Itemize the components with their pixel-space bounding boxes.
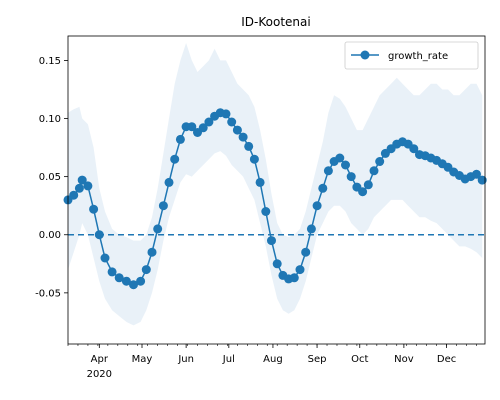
y-tick-label: 0.05: [39, 172, 61, 183]
data-point: [323, 166, 333, 176]
data-point: [318, 183, 328, 193]
data-point: [187, 122, 197, 132]
y-tick-label: -0.05: [35, 288, 61, 299]
x-tick-label: Jul: [222, 354, 235, 365]
legend-marker-swatch: [360, 50, 370, 60]
data-point: [261, 207, 271, 216]
data-point: [77, 175, 87, 185]
data-point: [164, 177, 174, 187]
data-point: [306, 224, 316, 234]
data-point: [94, 230, 104, 240]
data-point: [74, 183, 84, 193]
x-tick-label: Oct: [351, 354, 368, 365]
x-tick-label: Sep: [308, 354, 327, 365]
x-axis: Apr May Jun Jul Aug Sep Oct Nov Dec 2020: [67, 344, 477, 380]
data-point: [121, 276, 131, 286]
data-point: [289, 273, 299, 283]
growth-rate-markers: [63, 108, 487, 290]
data-point: [175, 134, 185, 144]
x-year-label: 2020: [87, 369, 112, 380]
data-point: [69, 190, 79, 200]
data-point: [141, 265, 151, 275]
data-point: [301, 247, 311, 257]
axes-frame: [67, 35, 486, 345]
legend: growth_rate: [344, 41, 479, 70]
data-point: [295, 265, 305, 275]
data-point: [129, 280, 138, 290]
data-point: [204, 117, 214, 127]
data-point: [244, 141, 254, 151]
x-tick-label: May: [132, 354, 153, 365]
data-point: [272, 259, 282, 269]
data-point: [114, 273, 124, 283]
data-point: [107, 267, 117, 277]
y-axis: -0.05 0.00 0.05 0.10 0.15: [35, 56, 68, 299]
x-tick-label: Nov: [394, 354, 414, 365]
y-tick-label: 0.00: [39, 230, 61, 241]
data-point: [477, 175, 487, 185]
data-point: [472, 169, 481, 179]
plot-area: [63, 43, 487, 326]
data-point: [100, 253, 110, 263]
data-point: [147, 247, 157, 257]
data-point: [255, 177, 265, 187]
data-point: [170, 154, 180, 164]
data-point: [221, 109, 231, 119]
y-tick-label: 0.15: [39, 56, 61, 67]
legend-label-growth-rate: growth_rate: [388, 51, 448, 62]
chart-title: ID-Kootenai: [241, 15, 310, 29]
data-point: [335, 153, 345, 163]
data-point: [267, 236, 276, 246]
data-point: [153, 224, 163, 234]
legend-box: [344, 41, 479, 70]
data-point: [89, 204, 99, 214]
data-point: [158, 201, 168, 211]
data-point: [369, 166, 379, 176]
data-point: [83, 181, 93, 191]
x-tick-label: Dec: [437, 354, 456, 365]
x-tick-label: Apr: [91, 354, 109, 365]
data-point: [198, 123, 208, 133]
x-tick-label: Aug: [263, 354, 283, 365]
y-tick-label: 0.10: [39, 114, 61, 125]
data-point: [341, 160, 350, 170]
data-point: [238, 132, 248, 142]
x-tick-label: Jun: [177, 354, 194, 365]
confidence-band: [68, 43, 483, 326]
data-point: [227, 117, 237, 127]
data-point: [358, 187, 368, 197]
data-point: [136, 276, 146, 286]
data-point: [363, 180, 373, 190]
data-point: [375, 157, 385, 166]
data-point: [409, 144, 419, 154]
data-point: [312, 201, 322, 211]
data-point: [346, 172, 356, 182]
data-point: [249, 154, 259, 164]
data-point: [232, 125, 242, 135]
